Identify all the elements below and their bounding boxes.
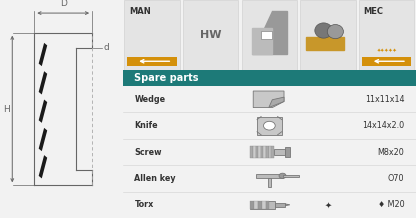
Text: ♦ M20: ♦ M20 [378, 200, 404, 209]
Polygon shape [271, 146, 274, 158]
Polygon shape [285, 147, 290, 157]
Text: MEC: MEC [364, 7, 384, 15]
Bar [183, 0, 238, 70]
Bar [300, 0, 356, 70]
Bar [362, 57, 411, 66]
Polygon shape [268, 178, 271, 187]
Polygon shape [250, 201, 275, 209]
Polygon shape [275, 203, 285, 207]
Ellipse shape [315, 23, 332, 38]
Polygon shape [253, 146, 255, 158]
Bar [127, 57, 177, 66]
Polygon shape [255, 146, 258, 158]
Bar [124, 0, 180, 70]
Circle shape [279, 173, 286, 178]
Text: H: H [3, 104, 10, 114]
Polygon shape [269, 146, 271, 158]
Text: ✦✦✦✦✦: ✦✦✦✦✦ [376, 49, 397, 54]
Text: M8x20: M8x20 [377, 148, 404, 157]
Text: 11x11x14: 11x11x14 [365, 95, 404, 104]
Polygon shape [258, 201, 262, 209]
Text: Allen key: Allen key [134, 174, 176, 183]
Bar [257, 117, 282, 135]
Polygon shape [252, 28, 272, 54]
Polygon shape [261, 146, 263, 158]
Polygon shape [252, 11, 287, 54]
Text: Wedge: Wedge [134, 95, 166, 104]
Polygon shape [253, 91, 284, 107]
Polygon shape [39, 43, 47, 66]
Polygon shape [39, 100, 47, 123]
Polygon shape [39, 71, 47, 94]
Polygon shape [250, 146, 253, 158]
Polygon shape [39, 155, 47, 178]
Text: D: D [60, 0, 67, 8]
Bar [242, 0, 297, 70]
Text: O70: O70 [388, 174, 404, 183]
Bar [123, 70, 416, 86]
Circle shape [263, 121, 275, 130]
Polygon shape [258, 146, 261, 158]
Polygon shape [266, 146, 269, 158]
Polygon shape [256, 174, 282, 178]
Polygon shape [282, 175, 299, 177]
Text: ✦: ✦ [324, 200, 332, 209]
Polygon shape [263, 146, 266, 158]
Polygon shape [306, 37, 344, 50]
Text: Knife: Knife [134, 121, 158, 130]
Text: Spare parts: Spare parts [134, 73, 199, 83]
Bar [359, 0, 414, 70]
Polygon shape [254, 201, 258, 209]
Text: d: d [103, 43, 109, 53]
Text: Torx: Torx [134, 200, 154, 209]
Polygon shape [269, 97, 284, 107]
Ellipse shape [327, 24, 344, 39]
Polygon shape [274, 149, 285, 155]
Text: Screw: Screw [134, 148, 162, 157]
Polygon shape [39, 128, 47, 151]
Polygon shape [262, 201, 265, 209]
Polygon shape [265, 201, 270, 209]
Text: HW: HW [200, 30, 221, 40]
Text: MAN: MAN [129, 7, 151, 15]
Polygon shape [285, 204, 290, 206]
Text: 14x14x2.0: 14x14x2.0 [362, 121, 404, 130]
Polygon shape [250, 201, 254, 209]
Polygon shape [261, 31, 272, 39]
